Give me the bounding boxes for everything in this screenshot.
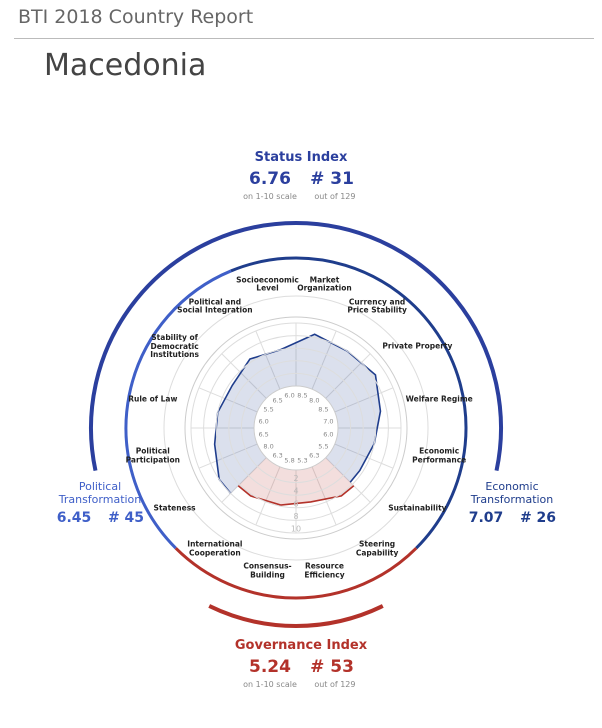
rank-note: out of 129	[314, 192, 356, 201]
spoke	[334, 387, 394, 413]
value-label: 8.0	[263, 442, 273, 450]
spoke	[325, 457, 371, 503]
category-label: Private Property	[382, 341, 453, 351]
index-title: Governance Index	[234, 638, 368, 653]
rank-note: out of 129	[314, 680, 356, 689]
r-tick-label: 6	[293, 499, 298, 508]
governance-arc	[208, 604, 384, 628]
spoke	[198, 387, 258, 413]
spoke	[255, 466, 281, 526]
category-label: Rule of Law	[128, 394, 178, 404]
value-label: 6.0	[323, 430, 333, 438]
spoke	[221, 353, 267, 399]
category-label: Political Participation	[125, 446, 180, 465]
value-label: 5.5	[263, 406, 273, 414]
index-title: Political Transformation	[58, 480, 142, 506]
index-rank: # 31	[310, 169, 354, 189]
category-label: Political and Social Integration	[177, 296, 253, 315]
r-tick-label: 10	[291, 525, 301, 534]
scale-note: on 1-10 scale	[243, 192, 297, 201]
economic-index: Economic Transformation 7.07 # 26	[452, 480, 572, 526]
value-label: 8.5	[318, 406, 328, 414]
economic-ring	[230, 256, 468, 550]
country-name: Macedonia	[44, 48, 207, 83]
area	[238, 457, 354, 506]
report-title: BTI 2018 Country Report	[18, 6, 254, 28]
r-tick-label: 8	[293, 512, 298, 521]
spoke	[255, 330, 281, 390]
value-label: 7.0	[323, 418, 333, 426]
value-label: 5.3	[297, 456, 307, 464]
scale-note: on 1-10 scale	[243, 680, 297, 689]
category-label: Steering Capability	[355, 539, 399, 558]
status-arc	[89, 221, 503, 472]
value-label: 5.5	[318, 442, 328, 450]
index-score: 6.45	[56, 510, 92, 526]
index-title: Economic Transformation	[470, 480, 554, 506]
index-score: 5.24	[249, 657, 291, 677]
divider	[14, 38, 594, 39]
political-ring	[124, 269, 232, 550]
spoke	[311, 330, 337, 390]
value-label: 5.8	[284, 456, 294, 464]
value-label: 8.0	[309, 397, 319, 405]
category-label: Consensus-Building	[243, 561, 292, 580]
grid-ring	[228, 360, 364, 496]
category-label: Sustainability	[388, 503, 447, 513]
grid-ring	[240, 372, 352, 484]
index-score: 7.07	[468, 510, 504, 526]
r-tick-label: 4	[293, 487, 298, 496]
grid-ring	[190, 322, 402, 534]
value-label: 6.5	[272, 397, 282, 405]
index-title: Status Index	[254, 150, 348, 165]
spoke	[334, 443, 394, 469]
governance-ring	[174, 547, 418, 600]
outline	[237, 485, 355, 506]
category-label: International Cooperation	[187, 539, 243, 558]
index-rank: # 26	[519, 510, 557, 526]
category-label: Market Organization	[297, 275, 352, 293]
spoke	[221, 457, 267, 503]
label-band	[163, 295, 429, 561]
governance-index: Governance Index 5.24 # 53 on 1-10 scale o…	[0, 638, 602, 689]
value-label: 6.0	[284, 392, 294, 400]
index-rank: # 45	[107, 510, 145, 526]
political-index: Political Transformation 6.45 # 45	[40, 480, 160, 526]
r-tick-label: 2	[293, 474, 298, 483]
spoke	[198, 443, 258, 469]
category-label: Stability of Democratic Institutions	[150, 332, 199, 360]
value-label: 6.3	[272, 451, 282, 459]
category-label: Stateness	[153, 503, 196, 513]
value-label: 6.5	[258, 430, 268, 438]
index-rank: # 53	[310, 657, 354, 677]
value-label: 8.5	[297, 392, 307, 400]
spoke	[311, 466, 337, 526]
index-score: 6.76	[249, 169, 291, 189]
category-label: Welfare Regime	[405, 394, 473, 404]
category-label: Economic Performance	[412, 446, 467, 465]
category-label: Socioeconomic Level	[236, 275, 299, 293]
grid-ring	[203, 335, 389, 521]
value-label: 6.0	[258, 418, 268, 426]
category-label: Currency and Price Stability	[347, 296, 407, 315]
center-disc	[253, 385, 339, 471]
value-label: 6.3	[309, 451, 319, 459]
spoke	[325, 353, 371, 399]
status-index: Status Index 6.76 # 31 on 1-10 scale out o…	[0, 150, 602, 201]
grid-ring	[215, 347, 377, 509]
category-label: Resource Efficiency	[304, 561, 345, 580]
